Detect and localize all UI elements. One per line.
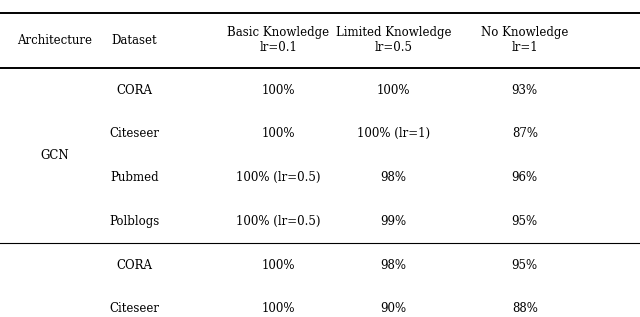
Text: Basic Knowledge
lr=0.1: Basic Knowledge lr=0.1: [227, 26, 330, 55]
Text: No Knowledge
lr=1: No Knowledge lr=1: [481, 26, 568, 55]
Text: Architecture: Architecture: [17, 34, 92, 47]
Text: Citeseer: Citeseer: [109, 127, 159, 140]
Text: 95%: 95%: [512, 215, 538, 228]
Text: 100%: 100%: [262, 258, 295, 272]
Text: CORA: CORA: [116, 258, 152, 272]
Text: 99%: 99%: [381, 215, 406, 228]
Text: Limited Knowledge
lr=0.5: Limited Knowledge lr=0.5: [336, 26, 451, 55]
Text: 100%: 100%: [262, 127, 295, 140]
Text: CORA: CORA: [116, 83, 152, 97]
Text: 100% (lr=1): 100% (lr=1): [357, 127, 430, 140]
Text: Dataset: Dataset: [111, 34, 157, 47]
Text: 88%: 88%: [512, 302, 538, 315]
Text: 100%: 100%: [262, 83, 295, 97]
Text: Pubmed: Pubmed: [110, 171, 159, 184]
Text: Polblogs: Polblogs: [109, 215, 159, 228]
Text: 100%: 100%: [377, 83, 410, 97]
Text: 93%: 93%: [512, 83, 538, 97]
Text: 95%: 95%: [512, 258, 538, 272]
Text: 100%: 100%: [262, 302, 295, 315]
Text: 100% (lr=0.5): 100% (lr=0.5): [236, 171, 321, 184]
Text: GCN: GCN: [40, 149, 68, 162]
Text: 98%: 98%: [381, 171, 406, 184]
Text: 96%: 96%: [512, 171, 538, 184]
Text: 100% (lr=0.5): 100% (lr=0.5): [236, 215, 321, 228]
Text: Citeseer: Citeseer: [109, 302, 159, 315]
Text: 90%: 90%: [381, 302, 406, 315]
Text: 87%: 87%: [512, 127, 538, 140]
Text: 98%: 98%: [381, 258, 406, 272]
